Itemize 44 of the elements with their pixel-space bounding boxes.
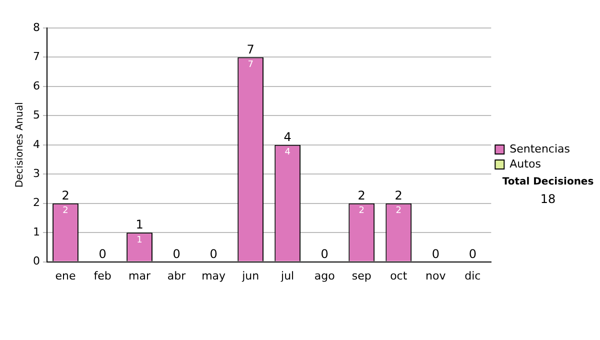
y-tick-label: 1: [33, 225, 40, 238]
x-tick-label: abr: [167, 269, 186, 282]
total-label: 1: [136, 218, 144, 232]
total-label: 2: [358, 188, 366, 202]
x-tick-label: jun: [241, 269, 260, 282]
total-label: 7: [246, 42, 254, 56]
text: 18: [540, 192, 556, 206]
x-tick-label: nov: [426, 269, 446, 282]
y-axis-title: Decisiones Anual: [14, 102, 26, 188]
x-tick-label: jul: [280, 269, 294, 282]
data-label: 1: [136, 235, 142, 246]
x-tick-label: may: [202, 269, 226, 282]
data-label: 2: [358, 206, 364, 216]
y-tick-label: 2: [33, 196, 40, 210]
x-tick-label: ago: [314, 269, 336, 282]
x-tick-label: feb: [94, 269, 112, 282]
total-label: 2: [62, 188, 70, 202]
x-tick-label: oct: [390, 269, 408, 282]
y-tick-label: 3: [33, 166, 40, 180]
legend-label: Autos: [510, 157, 542, 170]
y-tick-label: 5: [33, 108, 40, 122]
total-label: 0: [98, 246, 106, 261]
y-tick-label: 0: [33, 254, 40, 268]
total-label: 0: [172, 246, 180, 261]
data-label: 2: [62, 206, 68, 216]
y-tick-label: 4: [33, 138, 40, 151]
x-tick-label: sep: [352, 269, 372, 282]
y-tick-label: 8: [33, 20, 40, 34]
y-tick-label: 7: [33, 50, 40, 64]
x-tick-label: ene: [55, 269, 76, 282]
legend-label: Sentencias: [510, 142, 570, 156]
total-label: 4: [284, 130, 292, 144]
data-label: 7: [248, 60, 254, 70]
total-label: 2: [394, 188, 402, 202]
x-tick-label: mar: [128, 269, 151, 282]
total-label: 0: [320, 246, 328, 261]
y-tick-label: 6: [33, 79, 40, 92]
x-tick-label: dic: [464, 269, 481, 282]
total-label: 0: [468, 246, 476, 261]
total-label: 0: [210, 246, 218, 261]
data-label: 4: [284, 148, 291, 158]
text: Total Decisiones: [502, 176, 594, 188]
data-label: 2: [396, 206, 402, 216]
total-label: 0: [432, 246, 440, 261]
